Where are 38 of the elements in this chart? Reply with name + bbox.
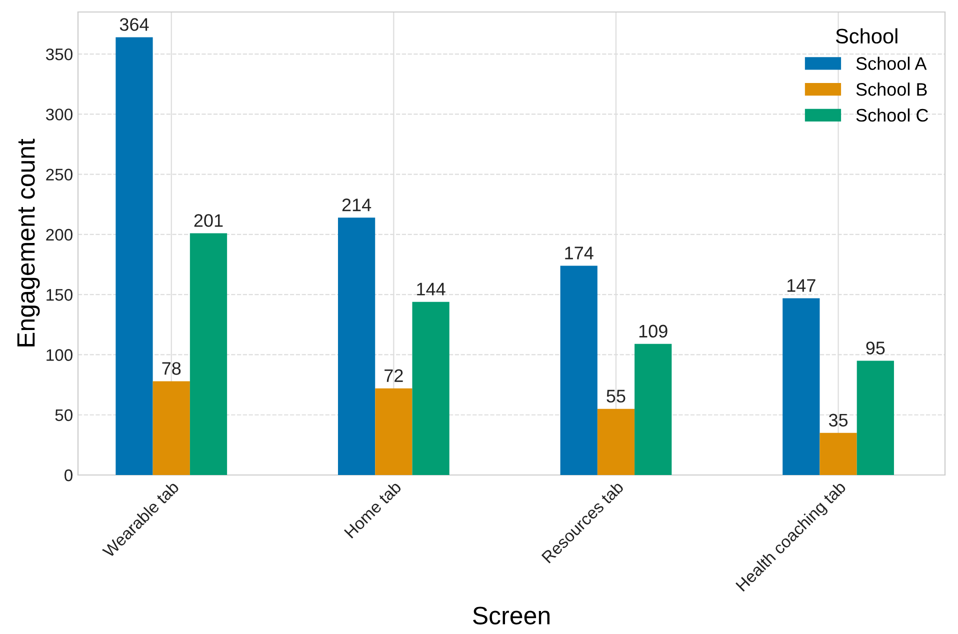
- bar: [782, 298, 820, 475]
- bar: [820, 432, 857, 475]
- bar: [338, 218, 376, 475]
- y-tick-label: 300: [46, 108, 72, 120]
- bar: [190, 233, 228, 475]
- data-label: 72: [384, 369, 403, 382]
- legend-label: School C: [856, 108, 928, 122]
- data-label: 174: [565, 246, 594, 260]
- bar: [152, 381, 190, 475]
- bar: [412, 302, 450, 475]
- data-label: 364: [120, 18, 149, 31]
- data-label: 214: [342, 198, 372, 212]
- bar: [597, 408, 635, 475]
- data-label: 109: [639, 324, 668, 338]
- bar: [560, 266, 598, 475]
- legend-label: School B: [856, 82, 927, 96]
- bar: [375, 388, 412, 475]
- data-label: 78: [162, 362, 181, 375]
- bar: [856, 360, 894, 475]
- y-tick-label: 0: [64, 469, 72, 482]
- data-label: 55: [606, 390, 626, 403]
- y-tick-label: 250: [46, 168, 72, 181]
- data-label: 95: [866, 342, 885, 354]
- legend-label: School A: [856, 56, 927, 70]
- data-label: 144: [417, 282, 446, 296]
- y-tick-label: 50: [55, 409, 72, 422]
- data-label: 35: [828, 414, 848, 427]
- data-label: 147: [787, 279, 816, 292]
- data-label: 201: [194, 214, 223, 227]
- y-tick-label: 150: [46, 289, 72, 301]
- bar: [634, 344, 672, 475]
- bar: [116, 37, 153, 475]
- x-axis-title: Screen: [473, 606, 550, 624]
- y-tick-label: 350: [46, 48, 72, 60]
- y-tick-label: 100: [46, 349, 72, 361]
- y-tick-label: 200: [46, 228, 72, 241]
- y-axis-title: Engagement count: [17, 138, 40, 346]
- legend-title: School: [836, 28, 898, 44]
